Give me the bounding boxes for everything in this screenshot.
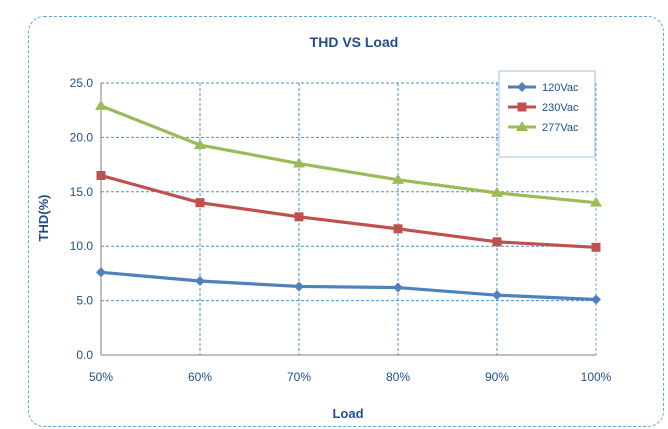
data-point-120vac bbox=[591, 294, 601, 305]
series-line-120vac bbox=[100, 270, 597, 302]
legend-label: 230Vac bbox=[542, 102, 579, 114]
y-tick-label: 20.0 bbox=[70, 130, 94, 144]
y-axis-label: THD(%) bbox=[36, 195, 51, 242]
x-tick-label: 100% bbox=[581, 370, 612, 384]
x-tick-label: 60% bbox=[188, 370, 212, 384]
legend-marker-277vac bbox=[516, 121, 528, 131]
data-point-120vac bbox=[294, 281, 304, 292]
legend-marker-230vac bbox=[517, 102, 527, 112]
legend-marker-120vac bbox=[517, 82, 527, 92]
series-line-277vac bbox=[100, 104, 597, 205]
y-tick-label: 10.0 bbox=[70, 239, 94, 253]
data-point-120vac bbox=[393, 282, 403, 293]
data-point-120vac bbox=[96, 267, 106, 278]
legend-label: 277Vac bbox=[542, 122, 579, 134]
data-point-120vac bbox=[195, 276, 205, 287]
data-point-230vac bbox=[96, 170, 106, 180]
legend-box bbox=[498, 70, 596, 158]
data-point-230vac bbox=[195, 198, 205, 208]
series-lines bbox=[95, 99, 602, 305]
axes: 0.0 5.0 10.0 15.0 20.0 25.0 50% 60% 70% 80% 90% 100… bbox=[70, 76, 612, 384]
data-point-230vac bbox=[591, 242, 601, 252]
data-point-277vac bbox=[194, 139, 206, 150]
data-point-230vac bbox=[492, 237, 502, 247]
data-point-277vac bbox=[590, 196, 602, 207]
y-tick-label: 15.0 bbox=[70, 185, 94, 199]
data-point-277vac bbox=[392, 173, 404, 184]
x-tick-label: 50% bbox=[89, 370, 113, 384]
data-point-230vac bbox=[294, 212, 304, 222]
x-tick-label: 70% bbox=[287, 370, 311, 384]
y-tick-label: 0.0 bbox=[76, 348, 93, 362]
series-line-230vac bbox=[100, 173, 597, 249]
y-tick-label: 25.0 bbox=[70, 76, 94, 90]
x-tick-label: 90% bbox=[485, 370, 509, 384]
data-point-120vac bbox=[492, 290, 502, 301]
data-point-277vac bbox=[95, 99, 107, 110]
data-point-230vac bbox=[393, 224, 403, 234]
chart-title: THD VS Load bbox=[310, 34, 399, 50]
data-point-277vac bbox=[491, 186, 503, 197]
legend-label: 120Vac bbox=[542, 82, 579, 94]
data-point-277vac bbox=[293, 157, 305, 168]
legend: 120Vac 230Vac 277Vac bbox=[498, 70, 596, 158]
y-tick-label: 5.0 bbox=[76, 294, 93, 308]
x-axis-label: Load bbox=[332, 406, 363, 421]
x-tick-label: 80% bbox=[386, 370, 410, 384]
